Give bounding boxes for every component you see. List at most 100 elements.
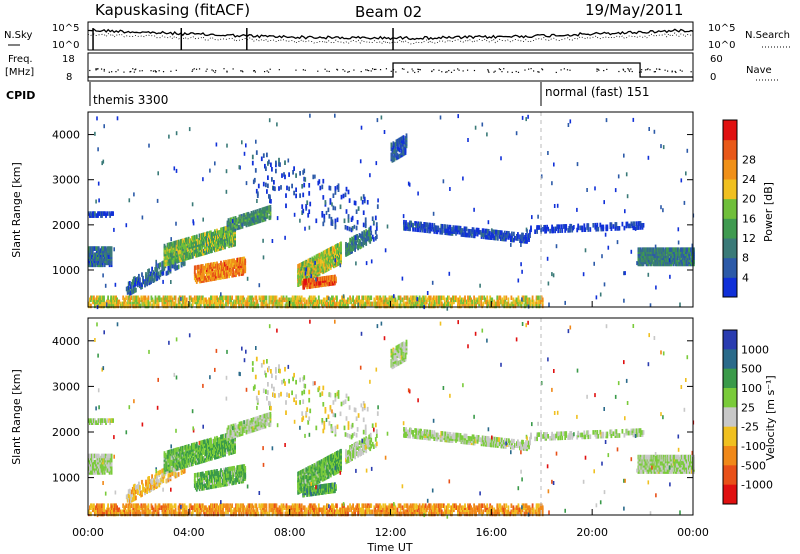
power-cell bbox=[317, 253, 320, 258]
power-cell bbox=[232, 266, 234, 272]
power-cell bbox=[552, 273, 555, 278]
power-cell bbox=[486, 132, 488, 137]
power-cell bbox=[91, 258, 94, 264]
nave-point bbox=[141, 70, 143, 72]
power-cell bbox=[138, 273, 140, 279]
power-cell bbox=[245, 181, 248, 186]
nave-point bbox=[541, 68, 543, 70]
power-cell bbox=[331, 281, 333, 286]
power-cell bbox=[435, 225, 438, 230]
power-cell bbox=[113, 247, 115, 252]
power-cell bbox=[583, 223, 586, 228]
power-cell bbox=[505, 301, 508, 307]
power-cell bbox=[194, 273, 197, 278]
power-cell bbox=[88, 211, 90, 216]
power-cell bbox=[445, 228, 448, 234]
power-cell bbox=[491, 303, 494, 309]
power-cell bbox=[254, 168, 257, 173]
nave-point bbox=[385, 68, 388, 70]
power-cell bbox=[116, 116, 119, 121]
power-cell bbox=[231, 262, 233, 268]
power-cell bbox=[375, 301, 378, 307]
nave-point bbox=[466, 69, 469, 71]
power-cell bbox=[109, 246, 112, 251]
power-cell bbox=[454, 225, 457, 230]
power-cell bbox=[471, 227, 474, 232]
power-colorbar-tick-label: 28 bbox=[742, 153, 756, 166]
power-cell bbox=[488, 299, 491, 305]
power-cell bbox=[632, 225, 635, 231]
nave-label: Nave bbox=[746, 65, 772, 76]
power-cell bbox=[330, 221, 333, 226]
power-cell bbox=[228, 226, 231, 231]
nave-point bbox=[317, 70, 319, 72]
power-cell bbox=[348, 250, 350, 256]
power-cell bbox=[514, 299, 517, 305]
freq-label: Freq. bbox=[8, 54, 33, 65]
power-cell bbox=[312, 281, 314, 287]
power-cell bbox=[253, 220, 256, 225]
power-cell bbox=[610, 226, 613, 231]
power-cell bbox=[365, 241, 368, 246]
power-cell bbox=[260, 301, 263, 307]
power-cell bbox=[495, 301, 498, 307]
power-cell bbox=[107, 295, 109, 301]
power-cell bbox=[222, 227, 224, 232]
power-cell bbox=[494, 301, 497, 307]
power-cell bbox=[301, 266, 304, 271]
power-cell bbox=[377, 198, 379, 203]
power-cell bbox=[230, 297, 232, 303]
power-cell bbox=[399, 303, 402, 309]
nave-point bbox=[528, 68, 530, 70]
nave-point bbox=[133, 71, 135, 73]
nave-point bbox=[654, 71, 657, 73]
power-cell bbox=[275, 299, 278, 305]
power-cell bbox=[245, 222, 248, 228]
velocity-cell bbox=[165, 454, 168, 460]
power-cell bbox=[371, 301, 374, 307]
power-cell bbox=[305, 267, 307, 272]
power-cell bbox=[280, 185, 282, 190]
nave-point bbox=[89, 69, 91, 72]
power-cell bbox=[92, 246, 95, 251]
nave-point bbox=[537, 71, 539, 73]
power-cell bbox=[139, 303, 142, 309]
power-cell bbox=[391, 152, 394, 157]
power-cell bbox=[557, 228, 560, 234]
power-cell bbox=[297, 264, 299, 269]
power-cell bbox=[684, 247, 687, 252]
power-cell bbox=[190, 303, 193, 309]
power-cell bbox=[340, 194, 343, 200]
power-cell bbox=[376, 118, 379, 123]
power-cell bbox=[218, 230, 220, 235]
power-cell bbox=[370, 301, 373, 307]
power-colorbar-swatch bbox=[723, 238, 737, 259]
power-cell bbox=[246, 212, 249, 217]
power-cell bbox=[486, 301, 489, 307]
nave-point bbox=[175, 69, 177, 71]
power-cell bbox=[151, 297, 154, 303]
nave-point bbox=[304, 69, 306, 71]
velocity-cell bbox=[106, 453, 109, 459]
power-cell bbox=[587, 227, 590, 232]
power-cell bbox=[601, 224, 604, 230]
power-cell bbox=[148, 268, 150, 273]
power-cell bbox=[428, 295, 431, 301]
power-cell bbox=[202, 238, 205, 244]
power-cell bbox=[407, 181, 410, 186]
power-cell bbox=[497, 230, 500, 235]
power-cell bbox=[603, 200, 605, 205]
velocity-cell bbox=[157, 471, 160, 476]
power-cell bbox=[669, 274, 671, 279]
power-cell bbox=[262, 295, 265, 301]
velocity-cell bbox=[138, 481, 140, 487]
power-cell bbox=[603, 282, 606, 287]
power-cell bbox=[218, 265, 220, 270]
power-cell bbox=[323, 217, 326, 223]
power-cell bbox=[196, 299, 199, 305]
power-cell bbox=[316, 277, 318, 282]
power-cell bbox=[251, 295, 254, 301]
power-cell bbox=[349, 295, 351, 301]
power-cell bbox=[499, 230, 502, 235]
